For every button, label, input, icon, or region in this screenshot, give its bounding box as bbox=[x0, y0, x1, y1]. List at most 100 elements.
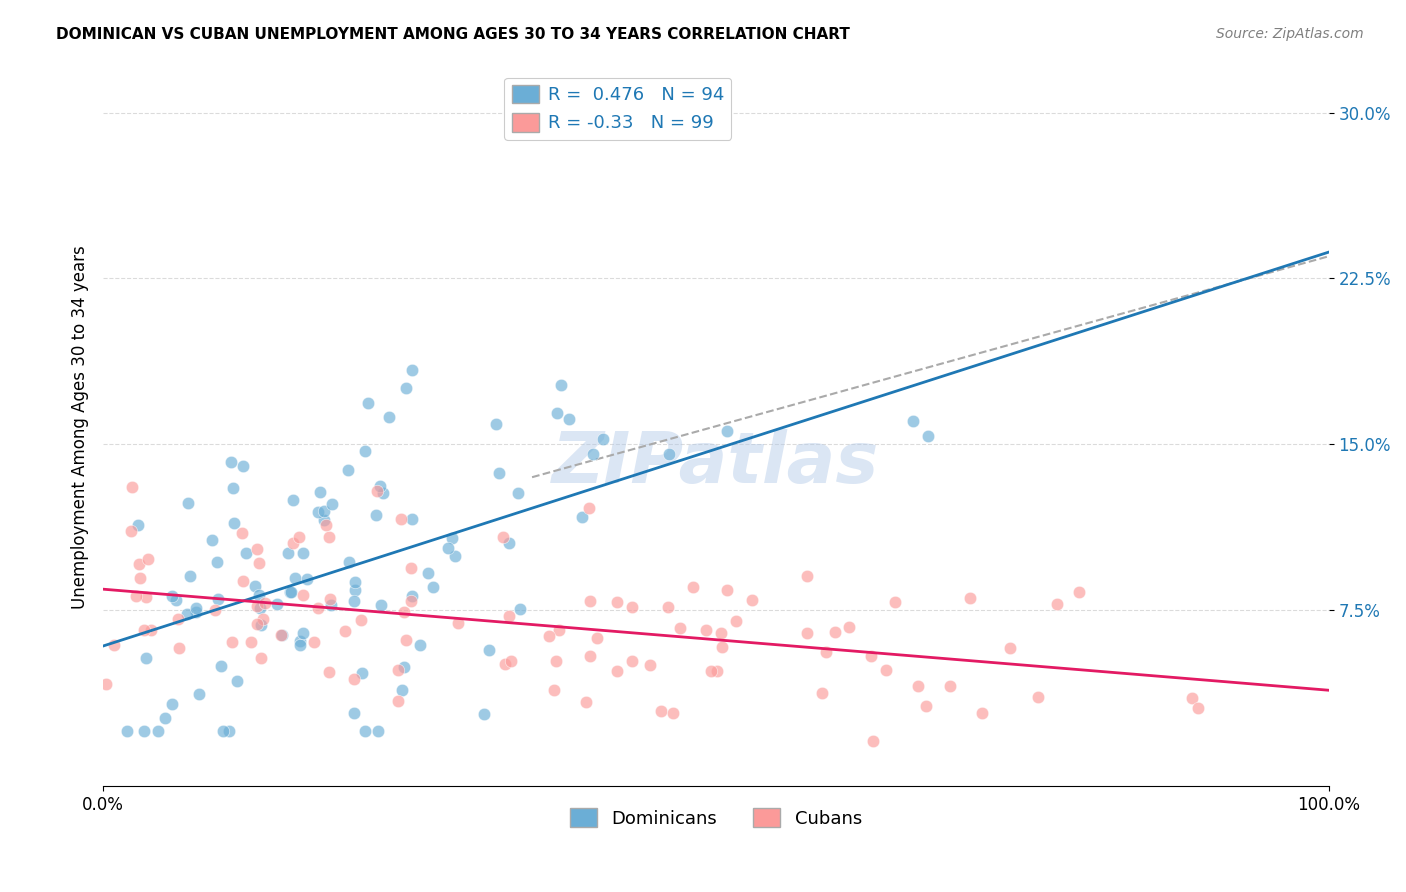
Point bbox=[917, 429, 939, 443]
Text: ZIPatlas: ZIPatlas bbox=[553, 429, 880, 498]
Point bbox=[695, 623, 717, 637]
Point bbox=[135, 590, 157, 604]
Point bbox=[441, 532, 464, 546]
Point bbox=[205, 555, 228, 569]
Point bbox=[179, 569, 201, 583]
Point bbox=[153, 710, 176, 724]
Point bbox=[447, 615, 470, 630]
Point bbox=[409, 638, 432, 652]
Point bbox=[146, 724, 169, 739]
Point bbox=[537, 629, 560, 643]
Point bbox=[277, 546, 299, 560]
Point bbox=[321, 497, 343, 511]
Point bbox=[138, 551, 160, 566]
Point bbox=[337, 555, 360, 569]
Point bbox=[586, 631, 609, 645]
Point bbox=[378, 409, 401, 424]
Point bbox=[218, 724, 240, 739]
Point bbox=[165, 593, 187, 607]
Point bbox=[353, 724, 375, 739]
Point bbox=[120, 524, 142, 538]
Point bbox=[160, 589, 183, 603]
Point bbox=[188, 687, 211, 701]
Point bbox=[796, 569, 818, 583]
Point bbox=[638, 657, 661, 672]
Point bbox=[318, 530, 340, 544]
Point bbox=[399, 593, 422, 607]
Point bbox=[319, 599, 342, 613]
Point bbox=[550, 378, 572, 392]
Point bbox=[498, 536, 520, 550]
Point bbox=[392, 605, 415, 619]
Point bbox=[716, 424, 738, 438]
Point bbox=[356, 396, 378, 410]
Point bbox=[201, 533, 224, 548]
Point bbox=[281, 536, 304, 550]
Point bbox=[132, 724, 155, 739]
Point bbox=[271, 628, 294, 642]
Point bbox=[219, 455, 242, 469]
Point bbox=[307, 505, 329, 519]
Point bbox=[232, 459, 254, 474]
Point bbox=[558, 412, 581, 426]
Legend: Dominicans, Cubans: Dominicans, Cubans bbox=[562, 801, 869, 835]
Point bbox=[288, 634, 311, 648]
Point bbox=[862, 734, 884, 748]
Point bbox=[160, 698, 183, 712]
Point bbox=[207, 592, 229, 607]
Point bbox=[245, 578, 267, 592]
Point bbox=[184, 605, 207, 619]
Point bbox=[543, 683, 565, 698]
Point bbox=[662, 706, 685, 721]
Point bbox=[546, 654, 568, 668]
Point bbox=[650, 704, 672, 718]
Point bbox=[167, 640, 190, 655]
Point bbox=[1067, 585, 1090, 599]
Point bbox=[204, 603, 226, 617]
Point bbox=[308, 485, 330, 500]
Point bbox=[499, 654, 522, 668]
Point bbox=[281, 493, 304, 508]
Point bbox=[221, 635, 243, 649]
Point bbox=[478, 642, 501, 657]
Point bbox=[401, 512, 423, 526]
Point bbox=[485, 417, 508, 431]
Point bbox=[401, 561, 423, 575]
Point bbox=[240, 635, 263, 649]
Point bbox=[319, 592, 342, 607]
Point bbox=[658, 446, 681, 460]
Point bbox=[249, 601, 271, 615]
Point bbox=[657, 599, 679, 614]
Point bbox=[494, 657, 516, 671]
Point bbox=[127, 517, 149, 532]
Point bbox=[367, 724, 389, 739]
Point bbox=[1028, 690, 1050, 704]
Point bbox=[387, 694, 409, 708]
Point bbox=[252, 612, 274, 626]
Point bbox=[706, 664, 728, 678]
Point bbox=[621, 599, 644, 614]
Point bbox=[292, 588, 315, 602]
Point bbox=[342, 706, 364, 721]
Point bbox=[246, 599, 269, 613]
Point bbox=[724, 614, 747, 628]
Point bbox=[395, 633, 418, 648]
Point bbox=[343, 673, 366, 687]
Point bbox=[970, 706, 993, 721]
Point bbox=[249, 651, 271, 665]
Point bbox=[578, 594, 600, 608]
Point bbox=[394, 381, 416, 395]
Point bbox=[128, 557, 150, 571]
Point bbox=[915, 698, 938, 713]
Point bbox=[302, 635, 325, 649]
Point bbox=[246, 617, 269, 632]
Point bbox=[1180, 690, 1202, 705]
Point bbox=[389, 512, 412, 526]
Point bbox=[96, 677, 118, 691]
Point bbox=[366, 483, 388, 498]
Point bbox=[710, 625, 733, 640]
Point bbox=[246, 542, 269, 557]
Point bbox=[373, 485, 395, 500]
Point bbox=[350, 613, 373, 627]
Point bbox=[291, 625, 314, 640]
